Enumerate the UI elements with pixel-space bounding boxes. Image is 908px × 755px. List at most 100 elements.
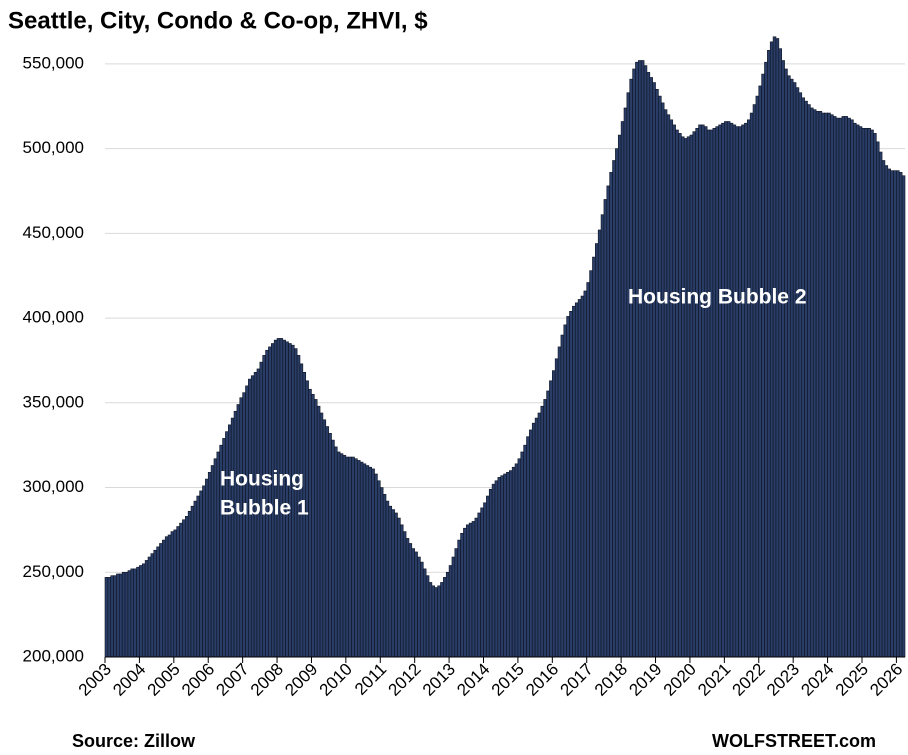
bar (666, 114, 671, 658)
y-tick-label: 250,000 (23, 562, 84, 581)
bar (486, 495, 490, 658)
bar (683, 138, 688, 658)
credit: WOLFSTREET.com (712, 731, 876, 751)
bar (638, 60, 642, 658)
bar (787, 75, 791, 658)
bar (205, 478, 209, 658)
bar (709, 129, 714, 658)
bar (583, 290, 588, 658)
bar (887, 168, 891, 658)
bar (692, 131, 696, 658)
x-tick-label: 2023 (763, 660, 803, 700)
bar (227, 424, 232, 658)
bar (314, 399, 318, 658)
bar (632, 68, 636, 658)
bar (635, 61, 639, 658)
bar (612, 160, 616, 658)
bar (460, 532, 464, 658)
bar (827, 112, 831, 658)
bar (179, 522, 183, 658)
bar (557, 346, 562, 658)
bar (451, 556, 456, 658)
bar (167, 534, 172, 658)
bar (746, 119, 751, 658)
x-tick-label: 2021 (694, 660, 734, 700)
x-tick-label: 2018 (591, 660, 631, 700)
bar (385, 500, 390, 658)
bar (549, 380, 553, 658)
bar (139, 565, 143, 658)
bar (790, 78, 794, 658)
x-tick-label: 2012 (384, 660, 424, 700)
chart-title: Seattle, City, Condo & Co-op, ZHVI, $ (8, 7, 428, 34)
bar (758, 85, 762, 658)
x-tick-label: 2008 (247, 660, 287, 700)
bar (798, 92, 803, 658)
bar (494, 480, 499, 658)
bar (721, 122, 725, 658)
bar (368, 466, 372, 658)
bar (652, 82, 656, 658)
bar (669, 119, 674, 658)
bar (187, 510, 192, 658)
bar (876, 141, 880, 658)
x-tick-label: 2025 (832, 660, 872, 700)
bar (141, 563, 146, 658)
bar (847, 117, 851, 658)
bar (104, 577, 109, 658)
bar (420, 561, 424, 658)
bar (483, 502, 487, 658)
bar (726, 121, 731, 658)
bar (397, 517, 401, 658)
bar (603, 199, 608, 658)
bar (873, 133, 877, 658)
bar (150, 553, 155, 658)
bar (878, 151, 883, 658)
bar (566, 316, 570, 658)
bar (474, 517, 479, 658)
bar (629, 78, 633, 658)
bar (838, 117, 843, 658)
x-tick-label: 2006 (178, 660, 218, 700)
x-tick-label: 2020 (660, 660, 700, 700)
bar (164, 536, 169, 658)
bar (534, 417, 539, 658)
x-tick-label: 2015 (488, 660, 528, 700)
bar (643, 65, 648, 658)
bar (686, 136, 691, 658)
bar (136, 566, 140, 658)
bar (357, 460, 361, 658)
bar (124, 571, 129, 658)
bar (184, 516, 189, 658)
x-tick-label: 2004 (109, 660, 149, 700)
bar (523, 444, 527, 658)
bar (193, 500, 198, 658)
bar (196, 495, 200, 658)
bar (509, 470, 513, 658)
bar (414, 551, 418, 658)
bar (543, 399, 547, 658)
bar (153, 549, 157, 658)
bar (468, 522, 473, 658)
bar (245, 385, 249, 658)
bar (835, 117, 840, 658)
bar (377, 480, 381, 658)
bar (807, 104, 811, 658)
bar (586, 282, 590, 658)
bar (477, 512, 481, 658)
y-tick-label: 300,000 (23, 477, 84, 496)
bar (738, 126, 742, 658)
bar (107, 577, 112, 658)
bar (190, 505, 195, 658)
bar (701, 124, 705, 658)
bar (127, 570, 132, 658)
bar (113, 575, 117, 658)
bar (328, 433, 332, 658)
bar (422, 568, 427, 658)
bar (213, 458, 218, 658)
bar (428, 582, 433, 658)
bar (870, 129, 874, 658)
bar (402, 531, 407, 658)
bar (388, 505, 393, 658)
